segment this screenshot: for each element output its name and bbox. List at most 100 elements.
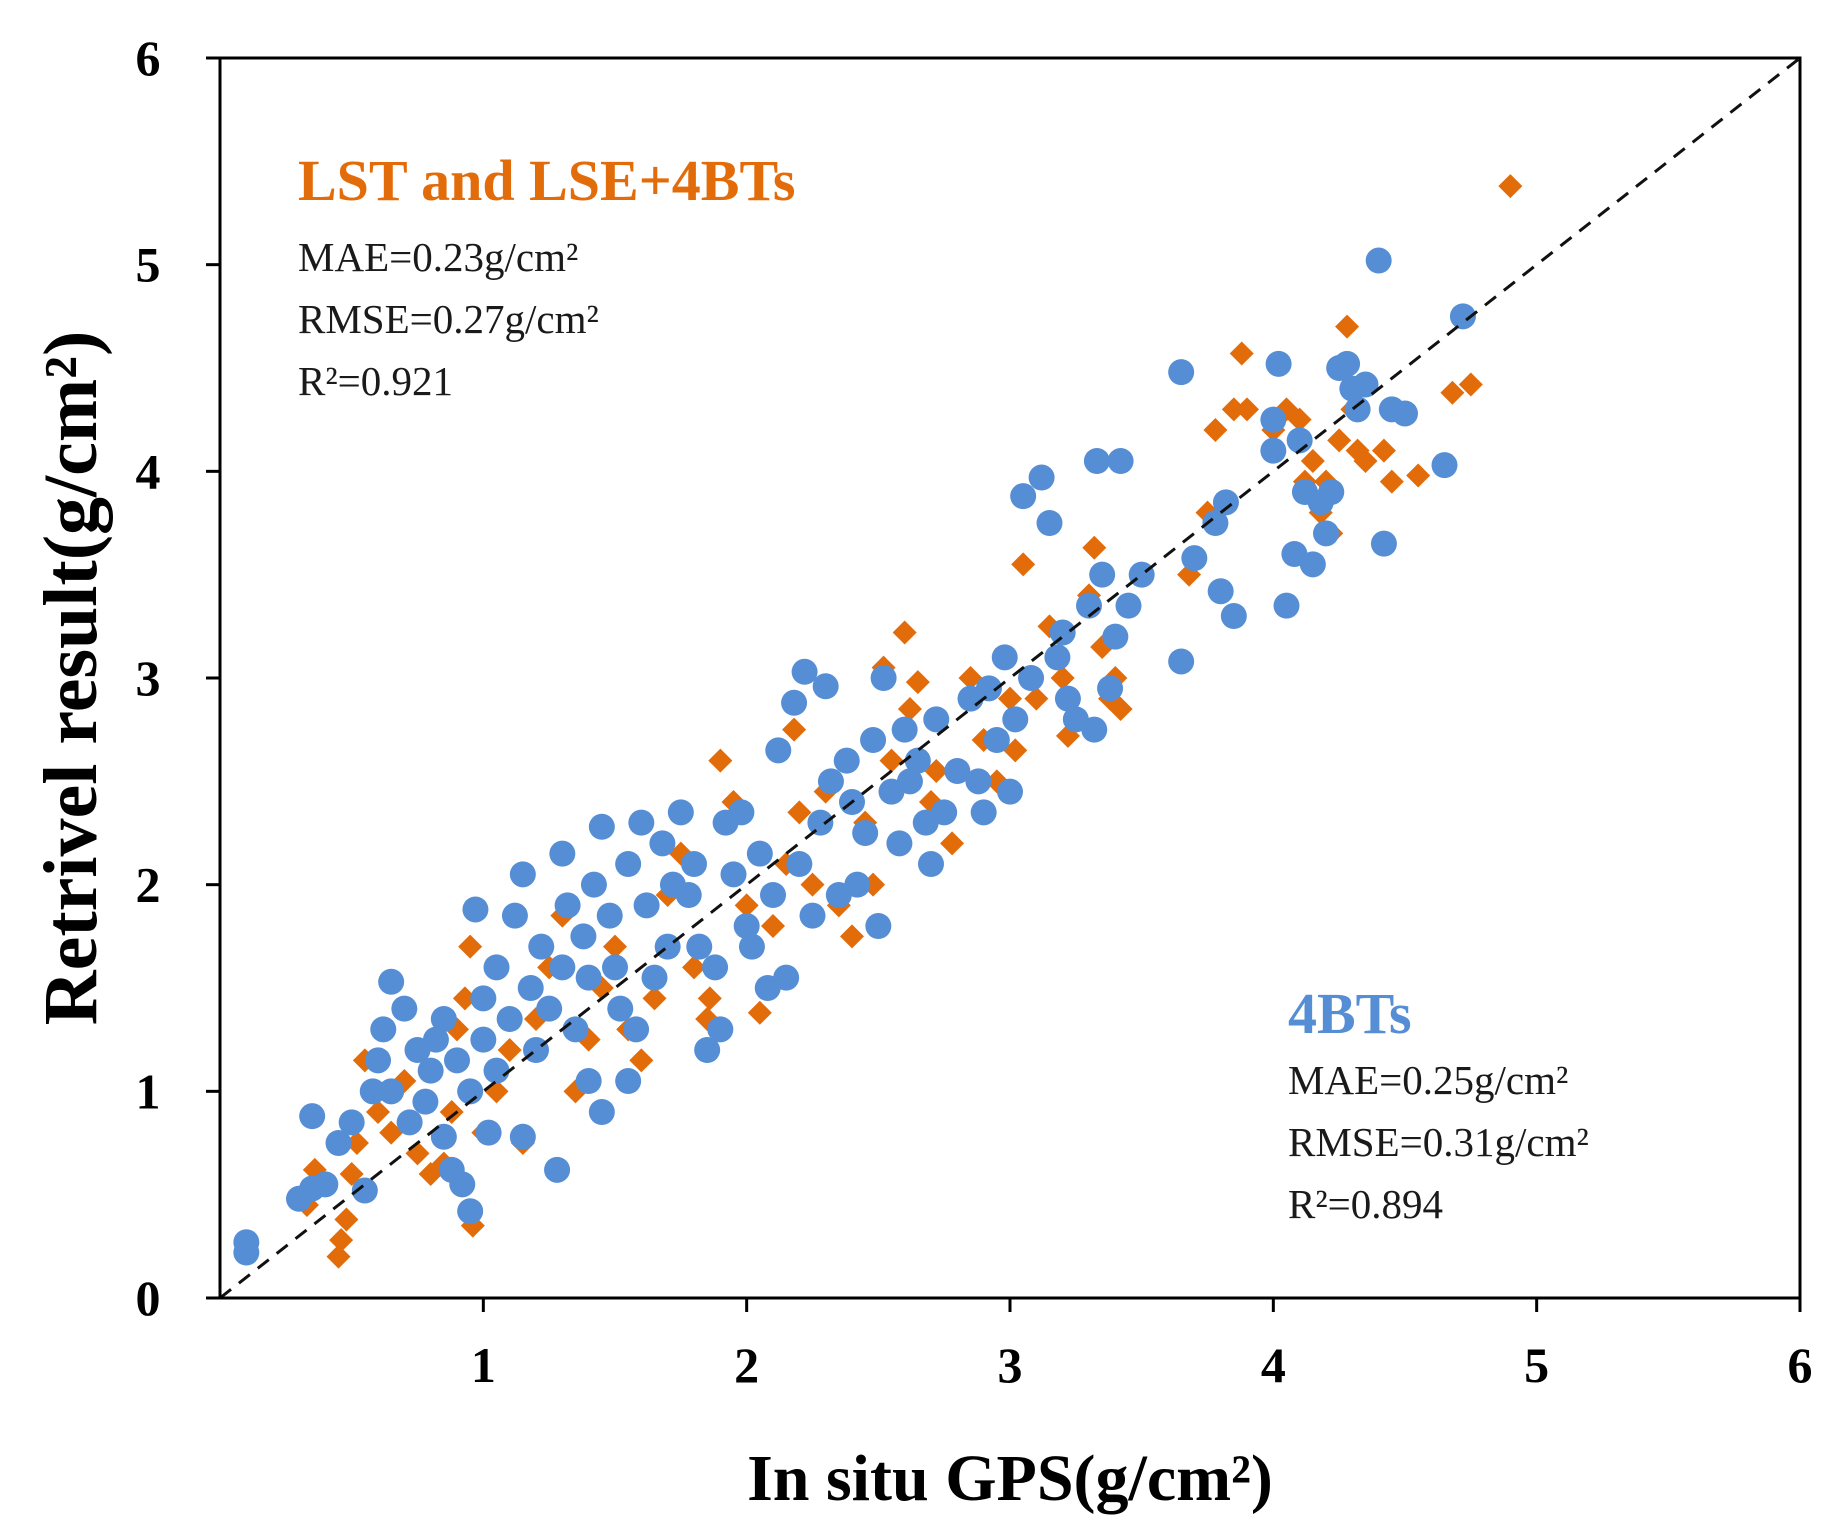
circle-point [891, 716, 918, 743]
circle-point [1392, 400, 1418, 427]
series-b-r2: R²=0.894 [1288, 1181, 1443, 1227]
circle-point [681, 851, 707, 877]
y-tick-label: 0 [136, 1270, 161, 1326]
circle-point [965, 768, 992, 795]
circle-point [1107, 448, 1134, 474]
diamond-point [734, 893, 759, 918]
diamond-point [629, 1048, 654, 1073]
diamond-point [1003, 738, 1028, 763]
circle-point [746, 840, 773, 867]
circle-point [1102, 623, 1129, 650]
circle-point [470, 1026, 497, 1053]
diamond-point [782, 717, 807, 742]
diamond-point [1498, 174, 1523, 199]
circle-point [1265, 350, 1292, 377]
y-tick-label: 6 [136, 30, 161, 86]
circle-point [596, 902, 623, 929]
circle-point [1054, 685, 1081, 712]
circle-point [1128, 561, 1155, 588]
series-b-points [233, 247, 1476, 1266]
diamond-point [1353, 449, 1378, 473]
y-tick-label: 3 [136, 650, 161, 706]
diamond-point [897, 697, 922, 721]
diamond-point [697, 986, 722, 1011]
circle-point [1260, 406, 1287, 433]
circle-point [728, 799, 755, 826]
circle-point [641, 964, 668, 991]
circle-point [1202, 510, 1229, 536]
circle-point [299, 1103, 326, 1130]
circle-point [1168, 359, 1195, 386]
circle-point [615, 851, 642, 877]
circle-point [807, 809, 834, 836]
circle-point [865, 913, 892, 939]
x-tick-label: 3 [998, 1337, 1023, 1393]
diamond-point [452, 986, 477, 1011]
circle-point [1081, 716, 1108, 743]
diamond-point [1406, 463, 1431, 488]
diamond-point [334, 1207, 359, 1232]
circle-point [496, 1006, 523, 1032]
circle-point [430, 1006, 457, 1032]
circle-point [1097, 675, 1124, 702]
series-a-rmse: RMSE=0.27g/cm² [298, 296, 599, 342]
circle-point [654, 933, 681, 960]
diamond-point [1440, 380, 1465, 405]
circle-point [370, 1016, 397, 1043]
circle-point [1089, 561, 1116, 588]
circle-point [707, 1016, 734, 1043]
circle-point [1334, 350, 1361, 377]
circle-point [833, 747, 860, 774]
circle-point [738, 933, 765, 960]
y-tick-label: 4 [136, 443, 161, 499]
diamond-point [642, 986, 667, 1011]
circle-point [325, 1130, 352, 1156]
y-tick-label: 5 [136, 237, 161, 293]
circle-point [623, 1016, 650, 1043]
circle-point [1181, 545, 1208, 572]
circle-point [365, 1047, 391, 1074]
circle-point [983, 727, 1010, 753]
data-points [233, 174, 1523, 1269]
legend-series-a-title: LST and LSE+4BTs [298, 148, 795, 213]
diamond-point [998, 686, 1022, 711]
circle-point [791, 658, 818, 685]
circle-point [886, 830, 913, 857]
diamond-point [958, 666, 983, 690]
circle-point [1344, 396, 1371, 423]
circle-point [412, 1088, 439, 1115]
circle-point [462, 896, 489, 923]
diamond-point [1221, 397, 1246, 422]
diamond-point [379, 1120, 404, 1145]
legend-series-b-title: 4BTs [1288, 981, 1412, 1046]
x-tick-label: 1 [471, 1337, 496, 1393]
circle-point [549, 954, 576, 981]
circle-point [396, 1109, 423, 1136]
circle-point [1168, 648, 1195, 675]
circle-point [562, 1016, 589, 1043]
circle-point [1273, 592, 1300, 619]
circle-point [570, 923, 597, 950]
circle-point [844, 871, 871, 898]
diamond-point [458, 934, 483, 959]
circle-point [786, 851, 813, 877]
diamond-point [924, 759, 949, 783]
circle-point [1044, 644, 1071, 671]
circle-point [575, 964, 602, 991]
circle-point [720, 861, 747, 888]
diamond-point [1371, 438, 1396, 463]
circle-point [509, 861, 536, 888]
circle-point [1028, 464, 1055, 491]
diamond-point [905, 670, 930, 695]
circle-point [686, 933, 713, 960]
circle-point [359, 1078, 386, 1105]
diamond-point [366, 1100, 390, 1124]
diamond-point [787, 800, 812, 825]
circle-point [417, 1057, 444, 1084]
circle-point [444, 1047, 470, 1074]
circle-point [812, 673, 839, 700]
circle-point [1365, 247, 1392, 274]
circle-point [970, 799, 997, 826]
circle-point [765, 737, 792, 764]
diamond-point [326, 1244, 351, 1269]
